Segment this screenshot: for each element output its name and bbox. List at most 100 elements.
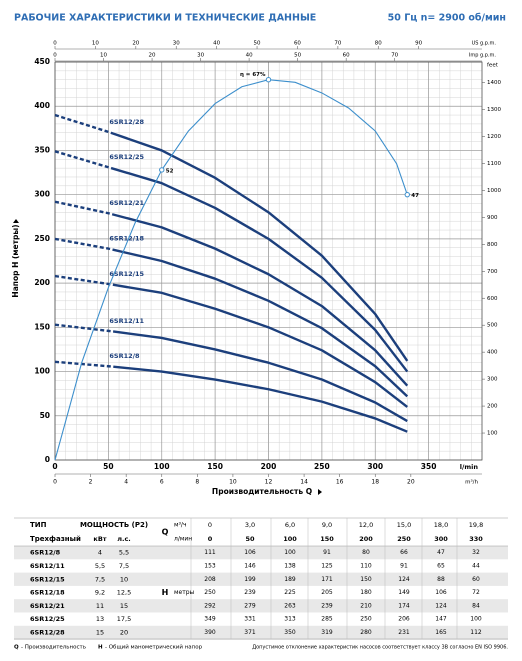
power-kw: 13 xyxy=(96,615,104,623)
pump-curve xyxy=(54,274,409,408)
head: 231 xyxy=(398,629,410,636)
efficiency-point xyxy=(404,191,410,198)
head: 106 xyxy=(244,549,256,556)
header: ТИП xyxy=(30,521,47,529)
y2-tick-label: 900 xyxy=(487,215,498,221)
head: 210 xyxy=(360,602,372,609)
flow-m3h: 12,0 xyxy=(359,521,373,529)
curve-label: 6SR12/25 xyxy=(109,153,144,161)
head: 206 xyxy=(398,616,410,623)
y-tick-label: 50 xyxy=(40,411,50,420)
head: 65 xyxy=(437,562,445,569)
y-axis-title: Напор H (метры) xyxy=(11,224,20,297)
head: 60 xyxy=(472,576,480,583)
efficiency-curve xyxy=(54,79,408,461)
head: 88 xyxy=(437,576,445,583)
x-tick-label: 250 xyxy=(314,462,330,471)
head: 331 xyxy=(244,616,256,623)
head: 147 xyxy=(435,616,447,623)
y2-tick-label: 600 xyxy=(487,296,498,302)
header: Q xyxy=(162,528,169,537)
x2-tick-label: 10 xyxy=(229,479,237,486)
x2-tick-label: 8 xyxy=(195,479,199,486)
flow-lmin: 200 xyxy=(359,535,373,543)
header: м³/ч xyxy=(174,522,187,529)
y2-tick-label: 500 xyxy=(487,323,498,329)
pump-curve xyxy=(54,323,408,423)
y2-tick-label: 1400 xyxy=(487,80,501,86)
head: 263 xyxy=(284,602,296,609)
head: 110 xyxy=(360,562,372,569)
power-hp: 10 xyxy=(120,575,128,583)
head: 112 xyxy=(470,629,482,636)
top-tick-label: 50 xyxy=(294,53,301,59)
x2-tick-label: 0 xyxy=(53,479,57,486)
power-kw: 4 xyxy=(98,549,102,557)
curve-label: 6SR12/18 xyxy=(109,235,144,243)
flow-m3h: 3,0 xyxy=(245,521,255,529)
head: 350 xyxy=(284,629,296,636)
plot-frame xyxy=(54,61,483,461)
x-tick-label: 150 xyxy=(207,462,223,471)
x-tick-label: 200 xyxy=(261,462,277,471)
x-tick-label: 350 xyxy=(421,462,437,471)
header: кВт xyxy=(93,535,106,543)
power-kw: 9,2 xyxy=(95,589,105,597)
head: 279 xyxy=(244,602,256,609)
power-hp: 12,5 xyxy=(117,589,131,597)
flow-m3h: 9,0 xyxy=(322,521,332,529)
flow-lmin: 50 xyxy=(245,535,255,543)
y2-tick-label: 1000 xyxy=(487,188,501,194)
footer: - Производительность xyxy=(21,645,86,651)
head: 146 xyxy=(244,562,256,569)
y2-tick-label: 700 xyxy=(487,269,498,275)
row-shade xyxy=(14,546,508,560)
power-hp: 17,5 xyxy=(117,615,131,623)
flow-m3h: 18,0 xyxy=(434,521,448,529)
top-tick-label: 40 xyxy=(246,53,253,59)
footer: H xyxy=(98,645,103,651)
x2-tick-label: 4 xyxy=(124,479,128,486)
flow-lmin: 150 xyxy=(320,535,334,543)
top-tick-label: 60 xyxy=(294,41,301,47)
curve-label: 6SR12/28 xyxy=(109,118,144,126)
efficiency-point xyxy=(265,76,272,83)
x2-tick-label: 14 xyxy=(300,479,308,486)
head: 313 xyxy=(284,616,296,623)
footer-note: Допустимое отклонение характеристик насо… xyxy=(252,645,508,651)
x2-tick-label: 2 xyxy=(89,479,93,486)
efficiency-point xyxy=(159,167,165,173)
model: 6SR12/11 xyxy=(30,562,65,570)
efficiency-label: 47 xyxy=(411,193,419,199)
head: 125 xyxy=(321,562,333,569)
head: 106 xyxy=(435,589,447,596)
y2-axis-label: feet xyxy=(487,63,499,69)
top-tick-label: 30 xyxy=(197,53,204,59)
y2-tick-label: 100 xyxy=(487,431,498,437)
top-tick-label: 70 xyxy=(391,53,398,59)
head: 84 xyxy=(472,602,480,609)
model: 6SR12/18 xyxy=(30,589,65,597)
model: 6SR12/8 xyxy=(30,549,61,557)
head: 80 xyxy=(362,549,370,556)
x-tick-label: 100 xyxy=(154,462,170,471)
head: 124 xyxy=(435,602,447,609)
head: 66 xyxy=(400,549,408,556)
top-tick-label: 10 xyxy=(100,53,107,59)
y2-tick-label: 400 xyxy=(487,350,498,356)
arrow xyxy=(13,219,19,223)
curve-label: 6SR12/11 xyxy=(109,317,144,325)
head: 111 xyxy=(204,549,216,556)
head: 292 xyxy=(204,602,216,609)
power-kw: 7,5 xyxy=(95,575,105,583)
head: 225 xyxy=(284,589,296,596)
y2-tick-label: 1100 xyxy=(487,161,501,167)
x2-tick-label: 16 xyxy=(336,479,344,486)
x2-tick-label: 20 xyxy=(407,479,415,486)
x2-tick-label: 18 xyxy=(371,479,379,486)
power-hp: 15 xyxy=(120,602,128,610)
top-tick-label: 90 xyxy=(415,41,422,47)
model: 6SR12/15 xyxy=(30,575,65,583)
header: л/мин xyxy=(174,536,192,543)
head: 100 xyxy=(470,616,482,623)
